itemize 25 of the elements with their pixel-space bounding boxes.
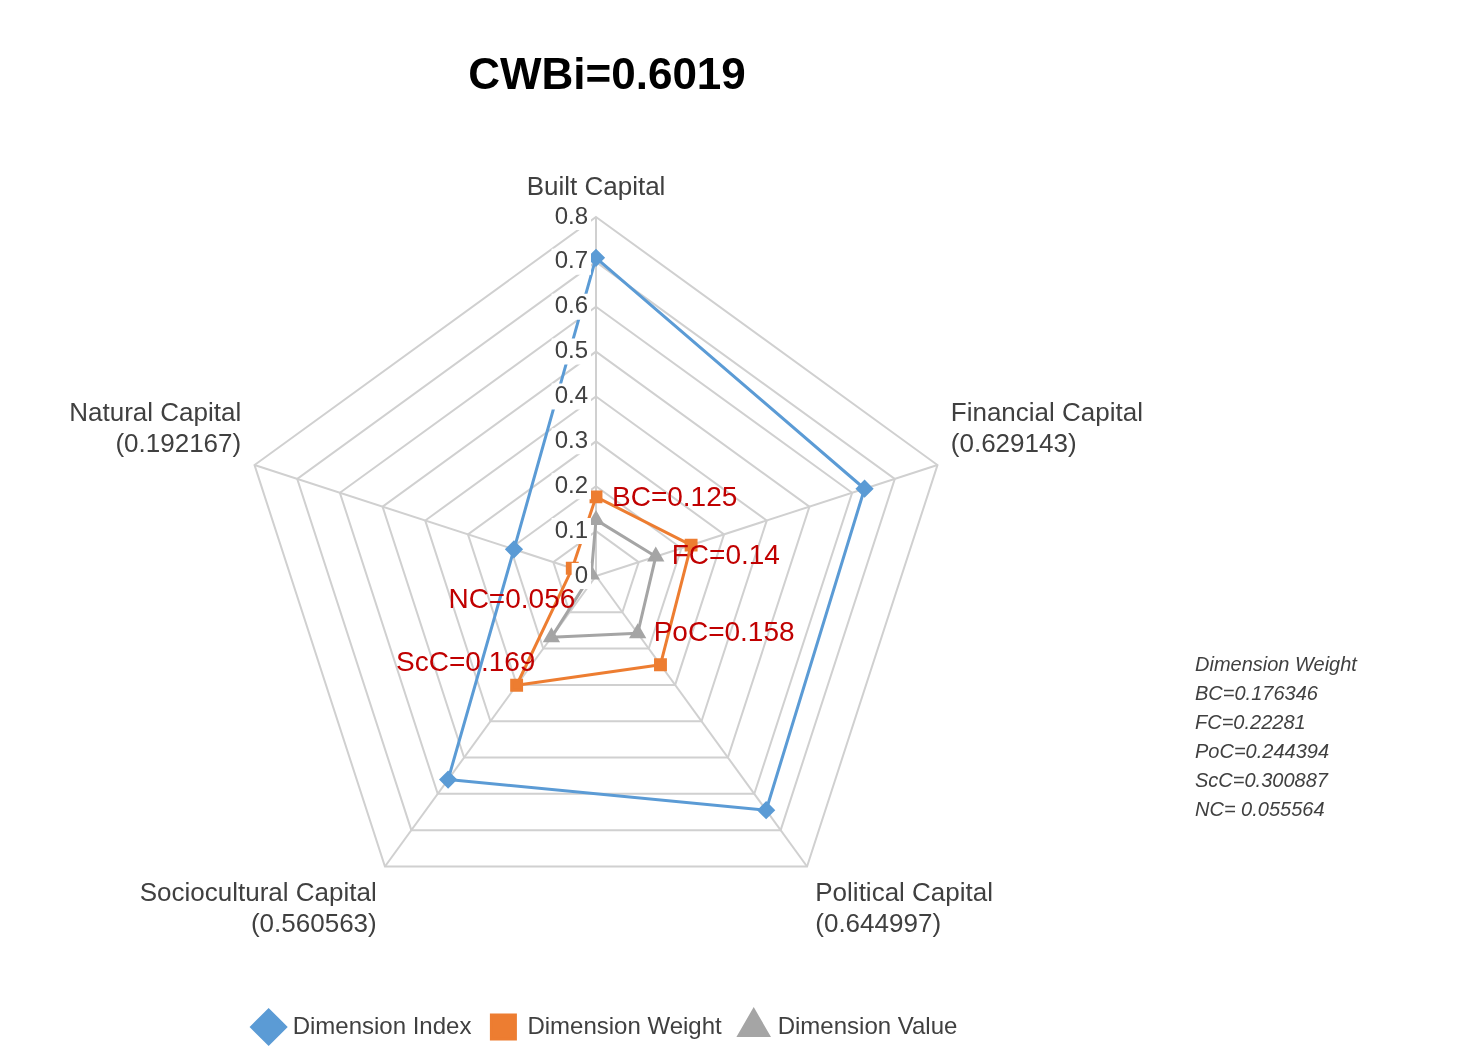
legend-label: Dimension Index: [292, 1011, 472, 1039]
text: PoC=0.244394: [1195, 739, 1330, 762]
y-tick-label: 0.3: [554, 425, 588, 453]
y-tick-label: 0: [574, 560, 588, 588]
y-tick-label: 0.2: [554, 470, 588, 498]
y-tick-label: 0.5: [554, 336, 588, 364]
text: FC=0.22281: [1195, 710, 1306, 733]
y-tick-label: 0.7: [554, 246, 588, 274]
y-tick-label: 0.6: [554, 291, 588, 319]
y-tick-label: 0.1: [554, 515, 588, 543]
spoke-label: Financial Capital (0.629143): [950, 397, 1144, 459]
spoke-label: Political Capital (0.644997): [815, 876, 994, 938]
text: Dimension Weight: [1195, 652, 1359, 675]
text: ScC=0.300887: [1195, 768, 1329, 791]
spoke-label: Natural Capital (0.192167): [69, 397, 242, 459]
legend-label: Dimension Value: [777, 1011, 958, 1039]
spoke-label: Sociocultural Capital (0.560563): [139, 876, 377, 938]
chart-title: CWBi=0.6019: [468, 48, 746, 98]
text: BC=0.176346: [1195, 681, 1319, 704]
y-tick-label: 0.4: [554, 381, 588, 409]
y-tick-label: 0.8: [554, 201, 588, 229]
legend-label: Dimension Weight: [527, 1011, 723, 1039]
text: BC=0.125: [612, 480, 738, 512]
spoke-label: Built Capital: [526, 170, 666, 201]
text: NC= 0.055564: [1195, 797, 1325, 820]
